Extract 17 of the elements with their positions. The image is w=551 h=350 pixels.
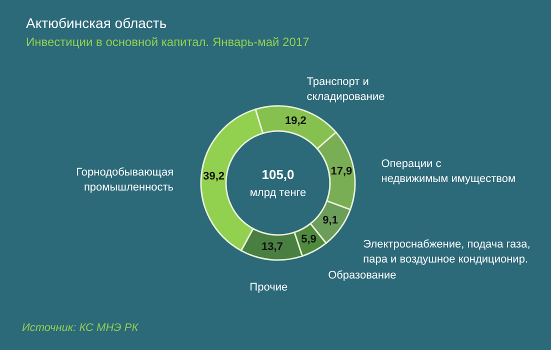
text: Источник: КС МНЭ РК: [22, 322, 139, 334]
data-label: 5,9: [301, 234, 316, 246]
slice-label: Прочие: [250, 282, 288, 294]
data-label: 17,9: [330, 165, 352, 178]
slice-label: Транспорт и складирование: [306, 76, 385, 104]
slice-label: Образование: [328, 269, 396, 282]
data-label: 39,2: [203, 170, 225, 182]
slice-label: Горнодобывающая промышленность: [76, 166, 174, 194]
text: млрд тенге: [250, 187, 306, 199]
data-label: 9,1: [322, 214, 338, 227]
text: 105,0: [262, 167, 294, 182]
chart-title: Актюбинская область: [26, 15, 167, 31]
data-label: 19,2: [284, 114, 306, 127]
data-label: 13,7: [262, 241, 283, 254]
chart-subtitle: Инвестиции в основной капитал. Январь-май 2017: [26, 35, 310, 49]
slice-label: Операции с недвижимым имуществом: [381, 158, 516, 185]
slice-label: Электроснабжение, подача газа, пара и воздушное кондиционир.: [363, 238, 530, 266]
